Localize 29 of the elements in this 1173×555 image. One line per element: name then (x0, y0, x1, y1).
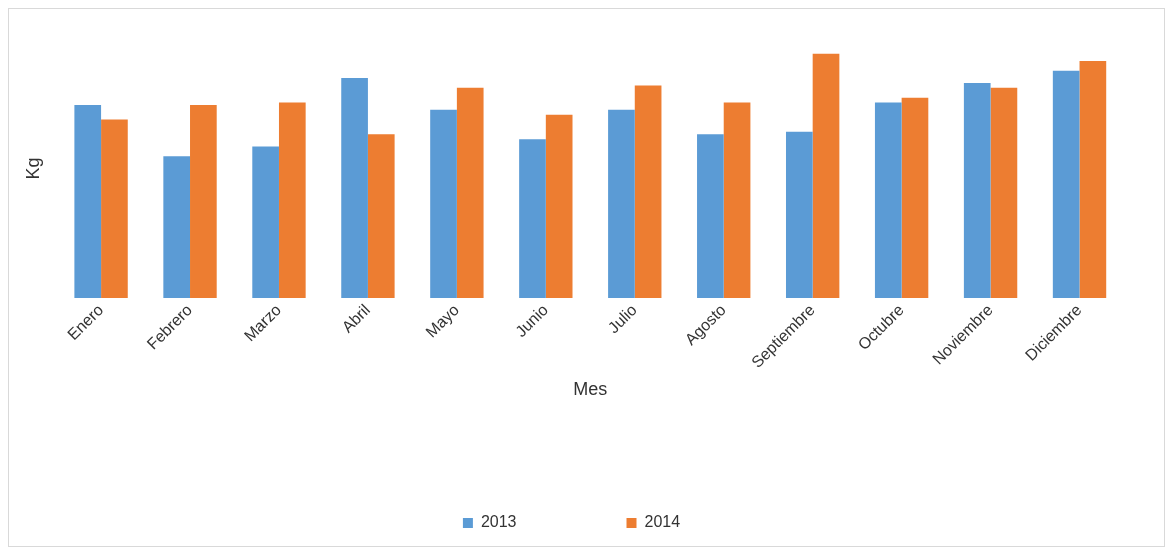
bar (1052, 70, 1080, 298)
bar (519, 139, 546, 298)
bar (963, 82, 991, 298)
bar (634, 85, 662, 298)
bar (278, 102, 306, 298)
bar (990, 87, 1018, 298)
bar (697, 134, 724, 298)
x-axis-title: Mes (573, 379, 608, 400)
bar (456, 87, 484, 298)
y-axis-title: Kg (22, 157, 43, 180)
bar (785, 131, 813, 298)
bar (101, 119, 128, 298)
bar (190, 104, 217, 298)
bar (341, 78, 368, 298)
x-tick-label: Julio (604, 300, 641, 337)
bar (608, 109, 635, 298)
bar (430, 109, 457, 298)
bar (367, 134, 395, 298)
bar (812, 53, 840, 298)
bar (723, 102, 751, 298)
bar (901, 97, 929, 298)
bar (1079, 60, 1107, 298)
bar (252, 146, 279, 298)
bar (163, 156, 191, 298)
bar (545, 114, 573, 298)
bar (874, 102, 902, 298)
bar (74, 104, 102, 298)
legend-label: 2014 (644, 513, 681, 531)
legend-label: 2013 (480, 513, 517, 531)
